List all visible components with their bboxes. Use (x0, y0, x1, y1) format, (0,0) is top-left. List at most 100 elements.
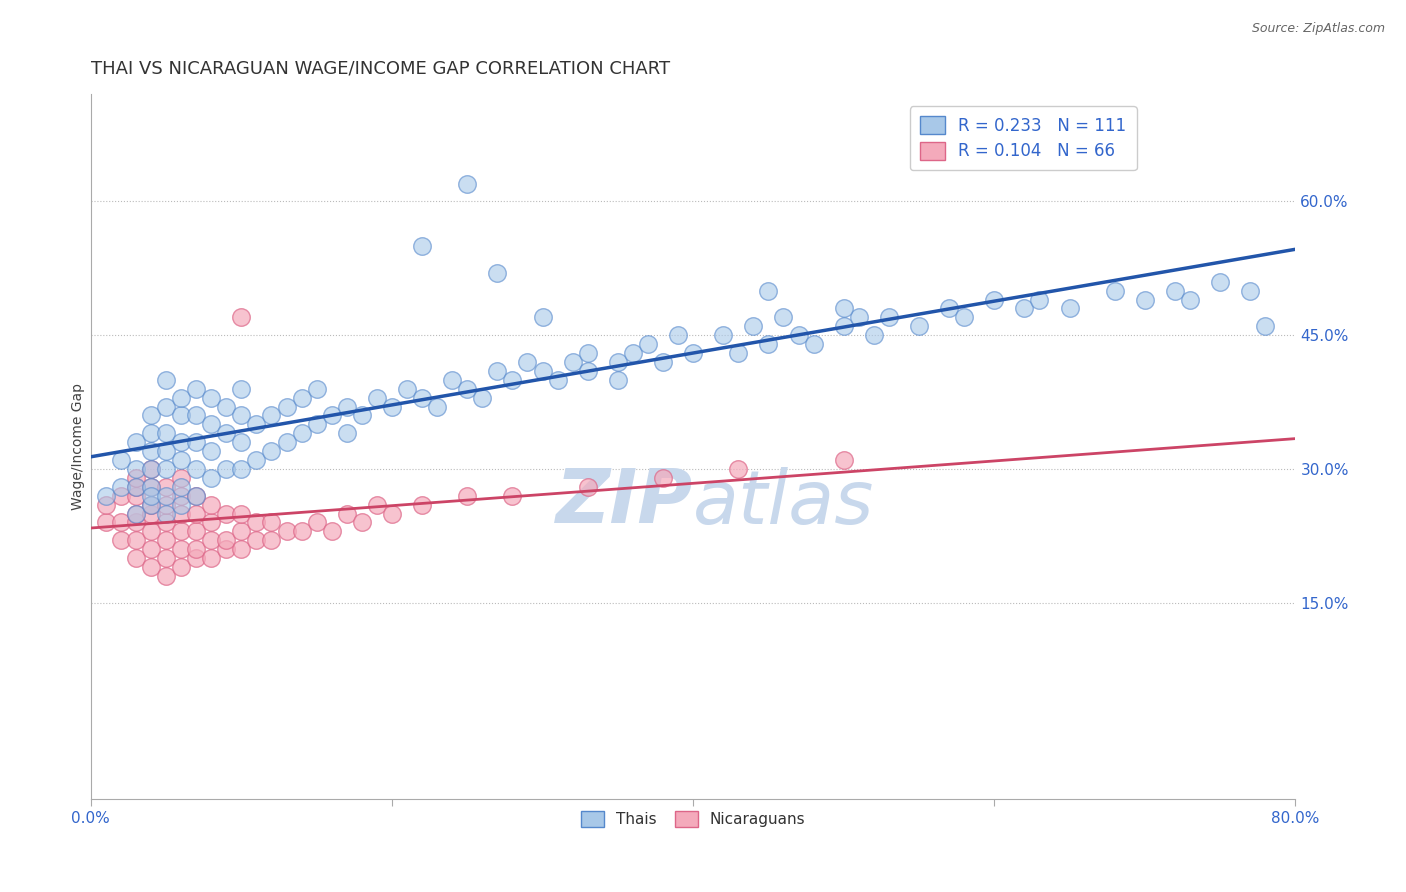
Point (155, 489, 177, 503)
Point (652, 355, 675, 369)
Point (336, 400, 359, 414)
Point (381, 507, 404, 521)
Point (395, 382, 418, 396)
Point (125, 462, 148, 476)
Point (139, 524, 162, 539)
Point (186, 489, 208, 503)
Point (170, 391, 193, 405)
Point (170, 409, 193, 423)
Point (456, 489, 478, 503)
Point (411, 498, 433, 512)
Point (260, 409, 283, 423)
Point (260, 444, 283, 458)
Point (276, 400, 298, 414)
Point (305, 516, 328, 530)
Point (125, 551, 148, 566)
Point (139, 498, 162, 512)
Point (727, 346, 749, 360)
Point (155, 507, 177, 521)
Point (170, 453, 193, 467)
Point (576, 364, 599, 378)
Point (231, 542, 253, 557)
Point (291, 426, 314, 441)
Point (186, 462, 208, 476)
Point (652, 471, 675, 485)
Point (231, 435, 253, 450)
Point (637, 337, 659, 351)
Point (321, 409, 343, 423)
Point (231, 462, 253, 476)
Point (366, 498, 388, 512)
Point (139, 480, 162, 494)
Point (215, 462, 238, 476)
Point (200, 391, 222, 405)
Point (576, 480, 599, 494)
Point (772, 310, 794, 325)
Point (486, 364, 509, 378)
Point (276, 435, 298, 450)
Point (139, 444, 162, 458)
Point (170, 507, 193, 521)
Point (231, 524, 253, 539)
Point (94, 516, 117, 530)
Point (787, 328, 810, 343)
Point (170, 524, 193, 539)
Point (125, 480, 148, 494)
Point (125, 507, 148, 521)
Point (200, 551, 222, 566)
Point (200, 498, 222, 512)
Point (456, 177, 478, 191)
Point (336, 507, 359, 521)
Point (305, 417, 328, 432)
Point (758, 284, 780, 298)
Point (186, 542, 208, 557)
Point (155, 426, 177, 441)
Point (621, 346, 644, 360)
Point (260, 533, 283, 548)
Point (501, 373, 523, 387)
Point (803, 337, 825, 351)
Point (231, 507, 253, 521)
Point (231, 382, 253, 396)
Point (94, 489, 117, 503)
Point (576, 346, 599, 360)
Point (186, 489, 208, 503)
Point (139, 498, 162, 512)
Point (1014, 301, 1036, 316)
Point (215, 533, 238, 548)
Point (456, 382, 478, 396)
Point (983, 293, 1005, 307)
Point (742, 319, 765, 334)
Point (666, 328, 689, 343)
Point (953, 310, 976, 325)
Point (938, 301, 960, 316)
Point (186, 524, 208, 539)
Point (125, 480, 148, 494)
Point (832, 301, 855, 316)
Point (862, 328, 884, 343)
Point (125, 516, 148, 530)
Point (139, 426, 162, 441)
Point (155, 444, 177, 458)
Point (231, 310, 253, 325)
Point (1133, 293, 1156, 307)
Point (170, 435, 193, 450)
Point (125, 507, 148, 521)
Text: atlas: atlas (693, 467, 875, 539)
Point (1164, 284, 1187, 298)
Point (1254, 319, 1277, 334)
Point (186, 382, 208, 396)
Point (155, 533, 177, 548)
Point (531, 310, 554, 325)
Point (908, 319, 931, 334)
Point (245, 516, 267, 530)
Point (682, 346, 704, 360)
Point (215, 542, 238, 557)
Point (186, 435, 208, 450)
Point (200, 533, 222, 548)
Point (215, 400, 238, 414)
Point (501, 489, 523, 503)
Point (125, 489, 148, 503)
Point (155, 516, 177, 530)
Point (155, 569, 177, 583)
